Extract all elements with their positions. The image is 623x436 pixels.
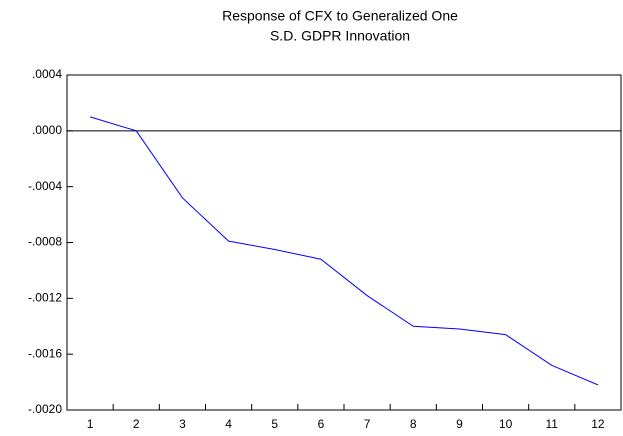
x-tick-label: 12 <box>591 417 605 431</box>
x-tick-label: 2 <box>133 417 140 431</box>
chart-title: Response of CFX to Generalized One <box>222 8 458 24</box>
y-tick-label: -.0012 <box>28 291 62 305</box>
x-tick-label: 5 <box>271 417 278 431</box>
x-tick-label: 4 <box>225 417 232 431</box>
x-tick-label: 9 <box>456 417 463 431</box>
y-tick-label: -.0016 <box>28 346 62 360</box>
line-series <box>89 116 599 386</box>
x-tick-label: 1 <box>87 417 94 431</box>
y-tick-label: .0004 <box>32 67 62 81</box>
x-tick-label: 3 <box>179 417 186 431</box>
plot-frame <box>66 74 622 411</box>
x-tick-label: 8 <box>410 417 417 431</box>
y-tick-label: -.0004 <box>28 179 62 193</box>
x-tick-label: 10 <box>499 417 513 431</box>
y-tick-label: -.0008 <box>28 235 62 249</box>
x-tick-label: 7 <box>364 417 371 431</box>
y-tick-label: -.0020 <box>28 402 62 416</box>
y-tick-label: .0000 <box>32 123 62 137</box>
chart-title: S.D. GDPR Innovation <box>270 28 410 44</box>
x-tick-label: 11 <box>546 417 559 431</box>
x-tick-label: 6 <box>318 417 325 431</box>
